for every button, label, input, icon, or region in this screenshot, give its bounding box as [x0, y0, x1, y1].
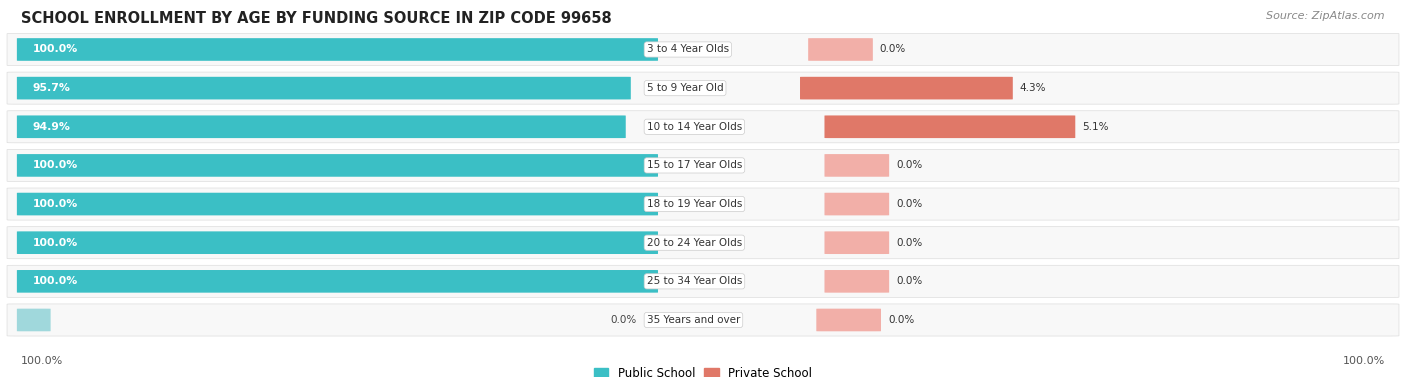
- FancyBboxPatch shape: [824, 154, 889, 177]
- Text: 35 Years and over: 35 Years and over: [647, 315, 740, 325]
- Text: 100.0%: 100.0%: [21, 356, 63, 366]
- FancyBboxPatch shape: [824, 193, 889, 215]
- FancyBboxPatch shape: [17, 309, 51, 331]
- Text: 100.0%: 100.0%: [32, 160, 77, 170]
- FancyBboxPatch shape: [7, 34, 1399, 66]
- Text: 4.3%: 4.3%: [1019, 83, 1046, 93]
- FancyBboxPatch shape: [824, 270, 889, 293]
- Text: 3 to 4 Year Olds: 3 to 4 Year Olds: [647, 44, 728, 55]
- FancyBboxPatch shape: [7, 72, 1399, 104]
- Text: 0.0%: 0.0%: [880, 44, 905, 55]
- Text: 100.0%: 100.0%: [32, 276, 77, 287]
- Text: 5.1%: 5.1%: [1083, 122, 1109, 132]
- FancyBboxPatch shape: [7, 188, 1399, 220]
- FancyBboxPatch shape: [7, 227, 1399, 259]
- FancyBboxPatch shape: [7, 265, 1399, 297]
- FancyBboxPatch shape: [808, 38, 873, 61]
- FancyBboxPatch shape: [17, 193, 658, 215]
- FancyBboxPatch shape: [7, 304, 1399, 336]
- FancyBboxPatch shape: [824, 115, 1076, 138]
- Text: 0.0%: 0.0%: [896, 160, 922, 170]
- FancyBboxPatch shape: [17, 154, 658, 177]
- Text: 18 to 19 Year Olds: 18 to 19 Year Olds: [647, 199, 742, 209]
- FancyBboxPatch shape: [7, 149, 1399, 181]
- Text: 94.9%: 94.9%: [32, 122, 70, 132]
- Text: 0.0%: 0.0%: [896, 199, 922, 209]
- Text: 0.0%: 0.0%: [896, 238, 922, 248]
- Text: 5 to 9 Year Old: 5 to 9 Year Old: [647, 83, 723, 93]
- FancyBboxPatch shape: [17, 77, 631, 100]
- Legend: Public School, Private School: Public School, Private School: [593, 367, 813, 377]
- Text: SCHOOL ENROLLMENT BY AGE BY FUNDING SOURCE IN ZIP CODE 99658: SCHOOL ENROLLMENT BY AGE BY FUNDING SOUR…: [21, 11, 612, 26]
- FancyBboxPatch shape: [824, 231, 889, 254]
- FancyBboxPatch shape: [17, 38, 658, 61]
- FancyBboxPatch shape: [17, 115, 626, 138]
- FancyBboxPatch shape: [7, 111, 1399, 143]
- Text: 10 to 14 Year Olds: 10 to 14 Year Olds: [647, 122, 742, 132]
- Text: 0.0%: 0.0%: [896, 276, 922, 287]
- FancyBboxPatch shape: [800, 77, 1012, 100]
- Text: Source: ZipAtlas.com: Source: ZipAtlas.com: [1267, 11, 1385, 21]
- FancyBboxPatch shape: [17, 231, 658, 254]
- Text: 100.0%: 100.0%: [32, 44, 77, 55]
- Text: 25 to 34 Year Olds: 25 to 34 Year Olds: [647, 276, 742, 287]
- Text: 95.7%: 95.7%: [32, 83, 70, 93]
- Text: 0.0%: 0.0%: [610, 315, 637, 325]
- Text: 100.0%: 100.0%: [32, 238, 77, 248]
- Text: 15 to 17 Year Olds: 15 to 17 Year Olds: [647, 160, 742, 170]
- FancyBboxPatch shape: [17, 270, 658, 293]
- Text: 20 to 24 Year Olds: 20 to 24 Year Olds: [647, 238, 742, 248]
- Text: 0.0%: 0.0%: [889, 315, 914, 325]
- FancyBboxPatch shape: [817, 309, 882, 331]
- Text: 100.0%: 100.0%: [32, 199, 77, 209]
- Text: 100.0%: 100.0%: [1343, 356, 1385, 366]
